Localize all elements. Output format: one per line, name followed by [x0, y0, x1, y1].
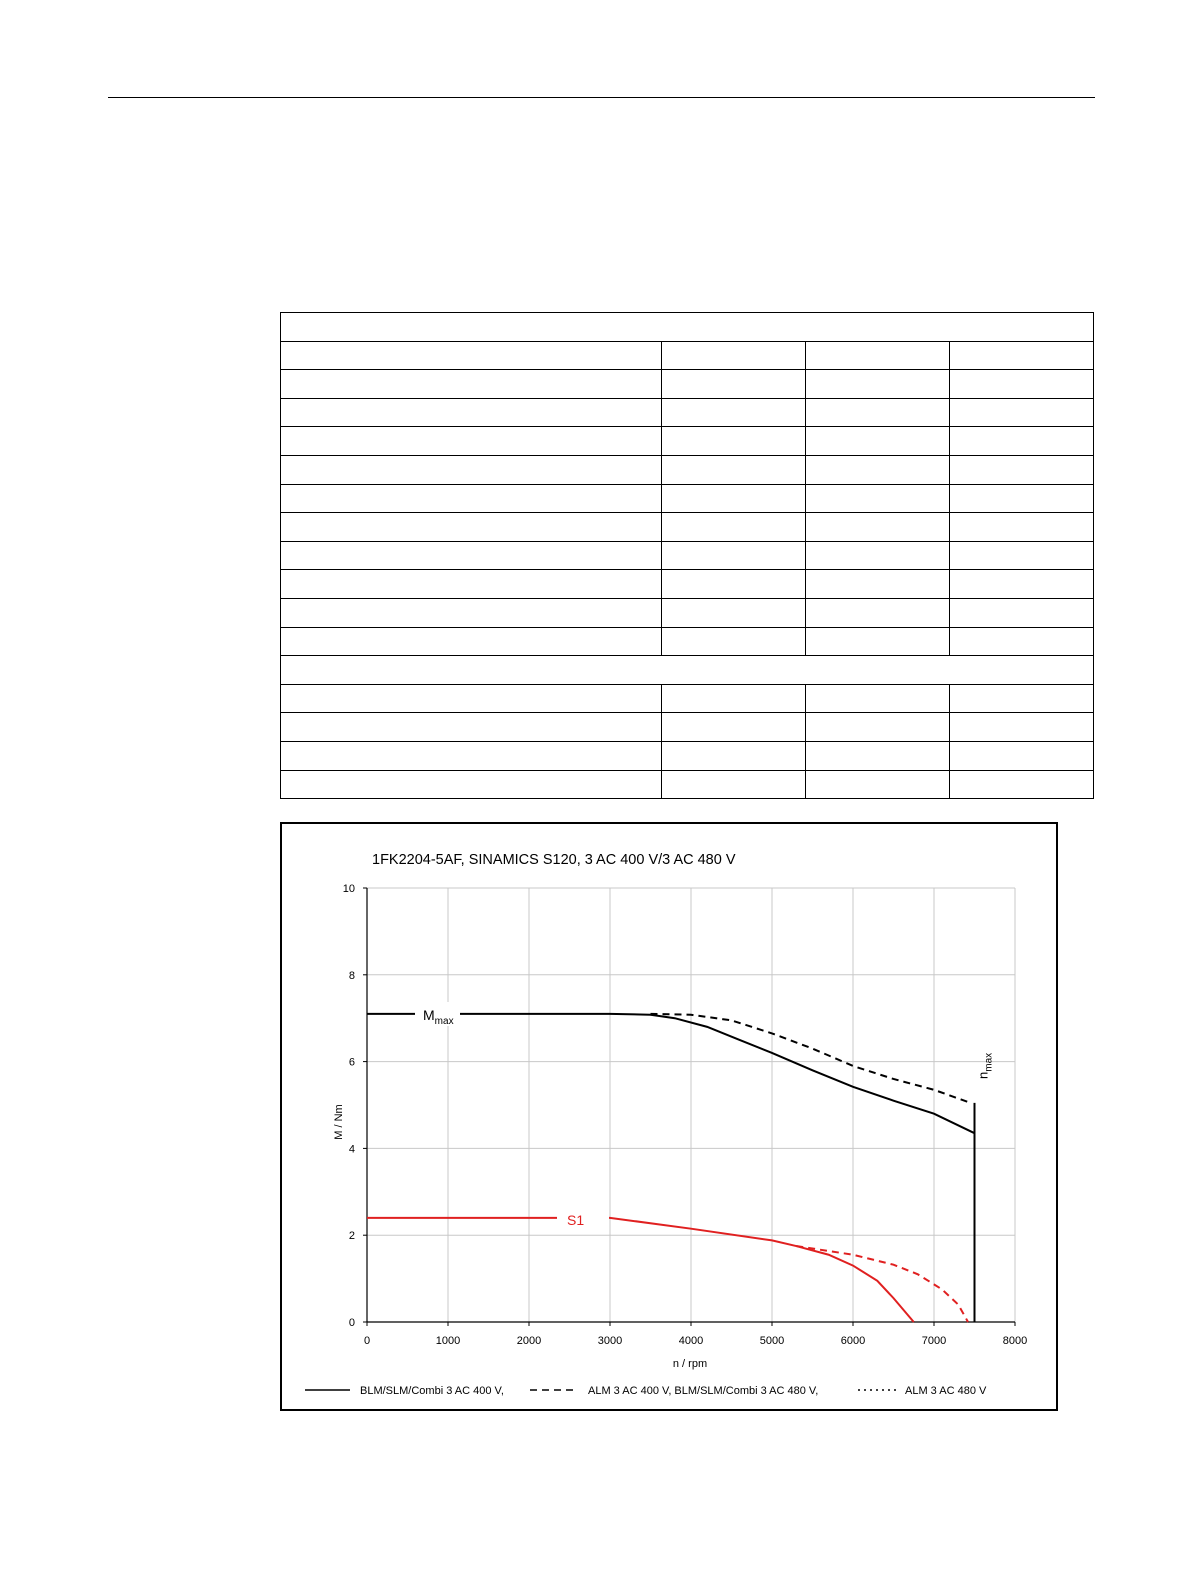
chart: 1FK2204-5AF, SINAMICS S120, 3 AC 400 V/3…	[280, 822, 1058, 1411]
x-tick-label: 7000	[922, 1335, 946, 1347]
header-rule	[108, 97, 1095, 98]
x-tick-label: 4000	[679, 1335, 703, 1347]
x-tick-label: 2000	[517, 1335, 541, 1347]
annotation-nmax: nmax	[976, 1053, 995, 1079]
x-tick-label: 8000	[1003, 1335, 1027, 1347]
y-tick-label: 4	[349, 1143, 355, 1155]
y-tick-label: 0	[349, 1317, 355, 1329]
annotation-s1: S1	[567, 1212, 584, 1228]
table-row	[280, 655, 1094, 685]
annotation-nmax-sub: max	[984, 1053, 995, 1072]
curve	[367, 1012, 975, 1135]
annotation-nmax-main: n	[976, 1072, 991, 1079]
y-tick-label: 6	[349, 1057, 355, 1069]
y-tick-label: 8	[349, 970, 355, 982]
label-bg	[557, 1207, 609, 1229]
chart-title: 1FK2204-5AF, SINAMICS S120, 3 AC 400 V/3…	[372, 852, 736, 868]
spec-table	[280, 312, 1094, 800]
x-tick-label: 5000	[760, 1335, 784, 1347]
y-axis-label: M / Nm	[333, 1104, 345, 1139]
annotation-mmax-sub: max	[435, 1016, 454, 1027]
x-tick-label: 0	[364, 1335, 370, 1347]
x-tick-label: 1000	[436, 1335, 460, 1347]
annotation-mmax: Mmax	[423, 1007, 454, 1027]
annotation-mmax-main: M	[423, 1007, 435, 1023]
x-tick-label: 3000	[598, 1335, 622, 1347]
chart-frame	[280, 822, 1058, 1411]
label-bg	[415, 1002, 460, 1026]
y-tick-label: 2	[349, 1230, 355, 1242]
x-axis-label: n / rpm	[673, 1358, 707, 1370]
y-tick-label: 10	[343, 883, 355, 895]
curve	[367, 1216, 915, 1323]
legend-label: ALM 3 AC 400 V, BLM/SLM/Combi 3 AC 480 V…	[588, 1385, 818, 1397]
legend-label: BLM/SLM/Combi 3 AC 400 V,	[360, 1385, 504, 1397]
x-tick-label: 6000	[841, 1335, 865, 1347]
curve	[796, 1245, 969, 1323]
curve	[650, 1012, 971, 1104]
legend-label: ALM 3 AC 480 V	[905, 1385, 987, 1397]
table-row	[280, 312, 1094, 342]
